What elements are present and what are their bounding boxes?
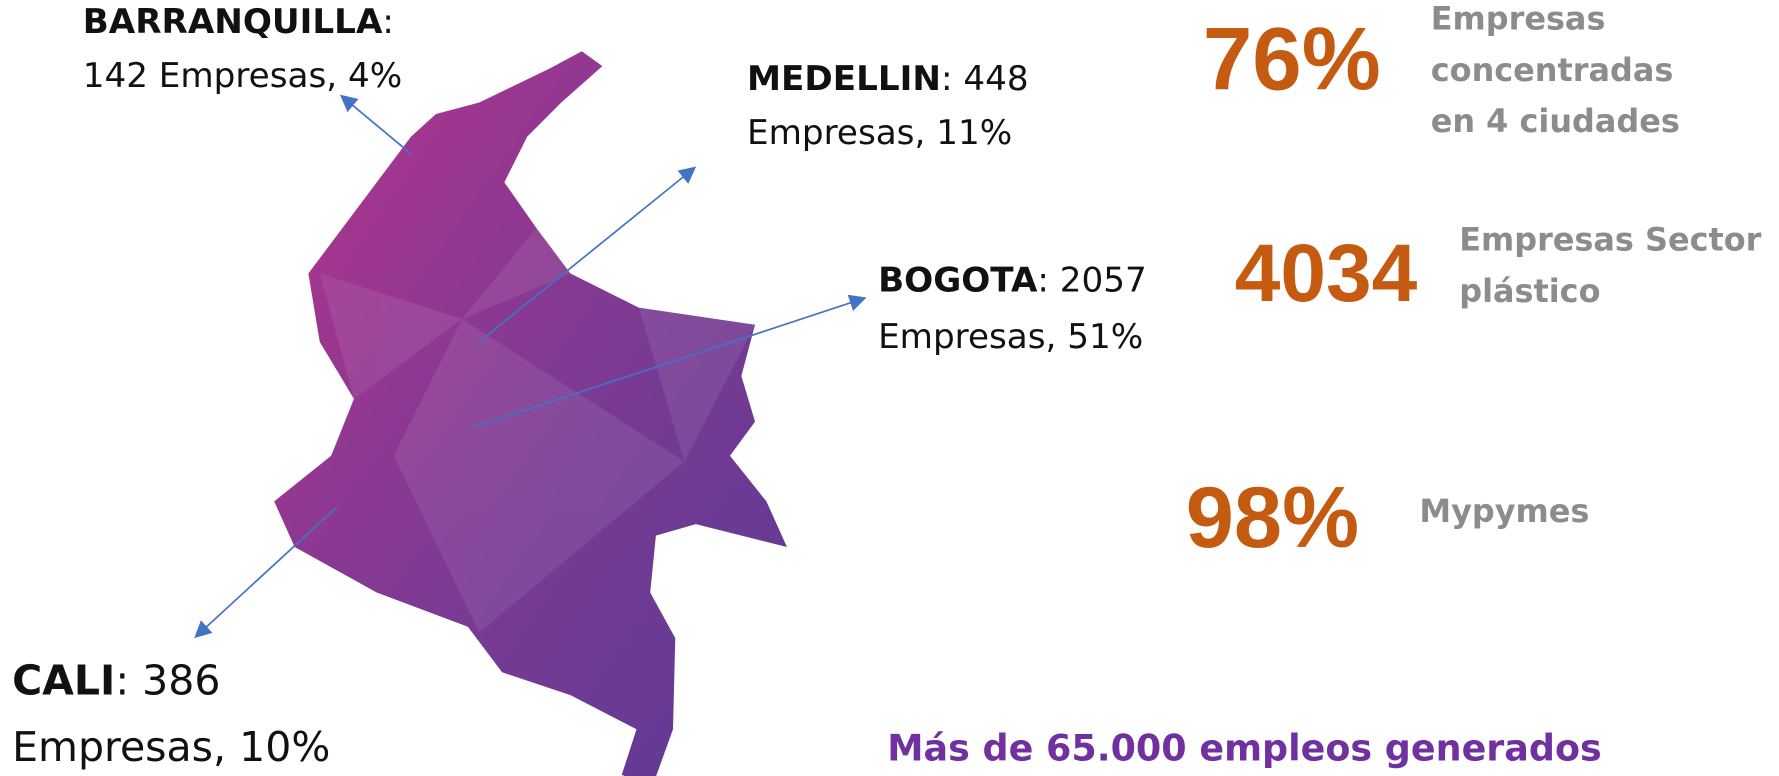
stat-value: 4034 (1235, 228, 1418, 319)
city-label: MEDELLIN: 448 (747, 58, 1029, 98)
map (274, 51, 787, 776)
city-name: BOGOTA (878, 260, 1038, 300)
stat-label: plástico (1459, 272, 1600, 310)
city-label: CALI: 386 (12, 657, 220, 705)
country-shape (274, 51, 787, 776)
stat-label: concentradas (1431, 51, 1674, 89)
city-detail: Empresas, 11% (747, 113, 1012, 153)
arrow (339, 94, 412, 155)
city-detail: Empresas, 51% (878, 317, 1143, 357)
stat-label: en 4 ciudades (1431, 102, 1680, 140)
arrow (473, 294, 867, 429)
city-name: BARRANQUILLA (83, 1, 383, 41)
city-detail: : 448 (941, 58, 1029, 98)
footer: Más de 65.000 empleos generados (887, 726, 1601, 769)
stat-label: Mypymes (1419, 492, 1589, 530)
city-label: BARRANQUILLA: (83, 1, 394, 41)
facets (319, 227, 756, 633)
city-detail: Empresas, 10% (12, 723, 330, 771)
stat-label: Empresas Sector (1459, 221, 1761, 259)
arrow (478, 166, 697, 343)
city-detail: 142 Empresas, 4% (83, 56, 402, 96)
city-label: BOGOTA: 2057 (878, 260, 1147, 300)
city-detail: : 386 (115, 657, 220, 705)
stat-label: Empresas (1431, 0, 1606, 38)
arrow (194, 506, 338, 639)
city-name: MEDELLIN (747, 58, 941, 98)
stat-value: 98% (1186, 470, 1359, 566)
arrows (194, 94, 867, 639)
city-name: CALI (12, 657, 115, 705)
stat-value: 76% (1203, 10, 1381, 109)
city-detail: : 2057 (1037, 260, 1146, 300)
city-detail: : (382, 1, 394, 41)
